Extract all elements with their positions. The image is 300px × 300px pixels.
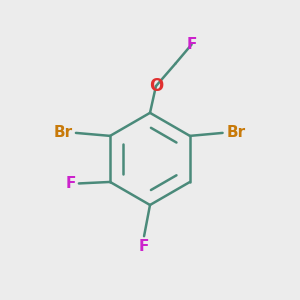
Text: F: F [186,37,197,52]
Text: Br: Br [226,125,245,140]
Text: O: O [149,77,163,95]
Text: F: F [139,239,149,254]
Text: F: F [65,176,76,191]
Text: Br: Br [53,125,72,140]
